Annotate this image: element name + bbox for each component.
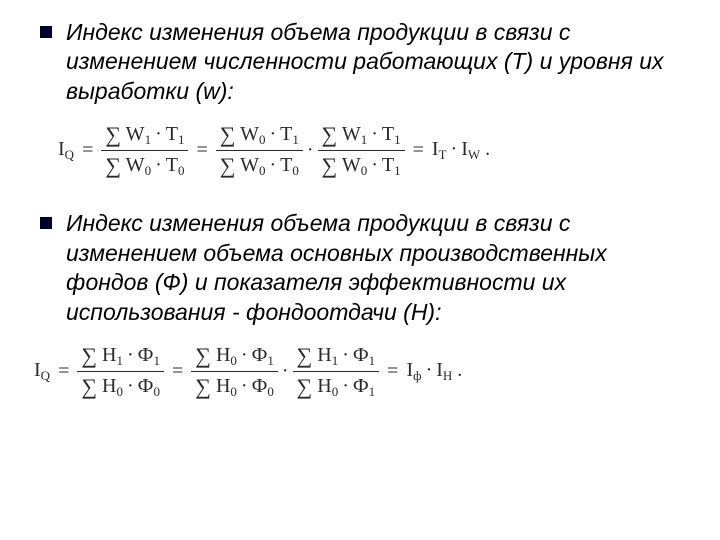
square-bullet-icon — [40, 26, 52, 38]
formula2-frac3: ∑ H1·Ф1 ∑ H0·Ф1 — [293, 341, 380, 402]
cdot-sign: · — [303, 139, 318, 162]
formula-2: IQ = ∑ H1·Ф1 ∑ H0·Ф0 = ∑ H0·Ф1 ∑ H0·Ф0 ·… — [34, 341, 692, 402]
formula1-lhs: IQ — [58, 138, 74, 163]
square-bullet-icon — [40, 217, 52, 229]
formula1-frac2: ∑ W0·T1 ∑ W0·T0 — [216, 120, 303, 181]
equals-sign: = — [405, 139, 432, 162]
bullet-item-1: Индекс изменения объема продукции в связ… — [40, 18, 692, 106]
formula-1: IQ = ∑ W1·T1 ∑ W0·T0 = ∑ W0·T1 ∑ W0·T0 ·… — [58, 120, 692, 181]
bullet-item-2: Индекс изменения объема продукции в связ… — [40, 209, 692, 327]
formula2-frac1: ∑ H1·Ф1 ∑ H0·Ф0 — [77, 341, 164, 402]
item-text-1: Индекс изменения объема продукции в связ… — [66, 18, 692, 106]
cdot-sign: · — [278, 360, 293, 383]
equals-sign: = — [74, 139, 101, 162]
equals-sign: = — [188, 139, 215, 162]
formula2-lhs: IQ — [34, 359, 50, 384]
formula2-frac2: ∑ H0·Ф1 ∑ H0·Ф0 — [191, 341, 278, 402]
equals-sign: = — [50, 360, 77, 383]
equals-sign: = — [164, 360, 191, 383]
equals-sign: = — [379, 360, 406, 383]
item-text-2: Индекс изменения объема продукции в связ… — [66, 209, 692, 327]
formula2-result: Iф·IH . — [406, 359, 462, 384]
formula1-result: IT·IW . — [432, 138, 490, 163]
formula1-frac1: ∑ W1·T1 ∑ W0·T0 — [101, 120, 188, 181]
formula1-frac3: ∑ W1·T1 ∑ W0·T1 — [318, 120, 405, 181]
